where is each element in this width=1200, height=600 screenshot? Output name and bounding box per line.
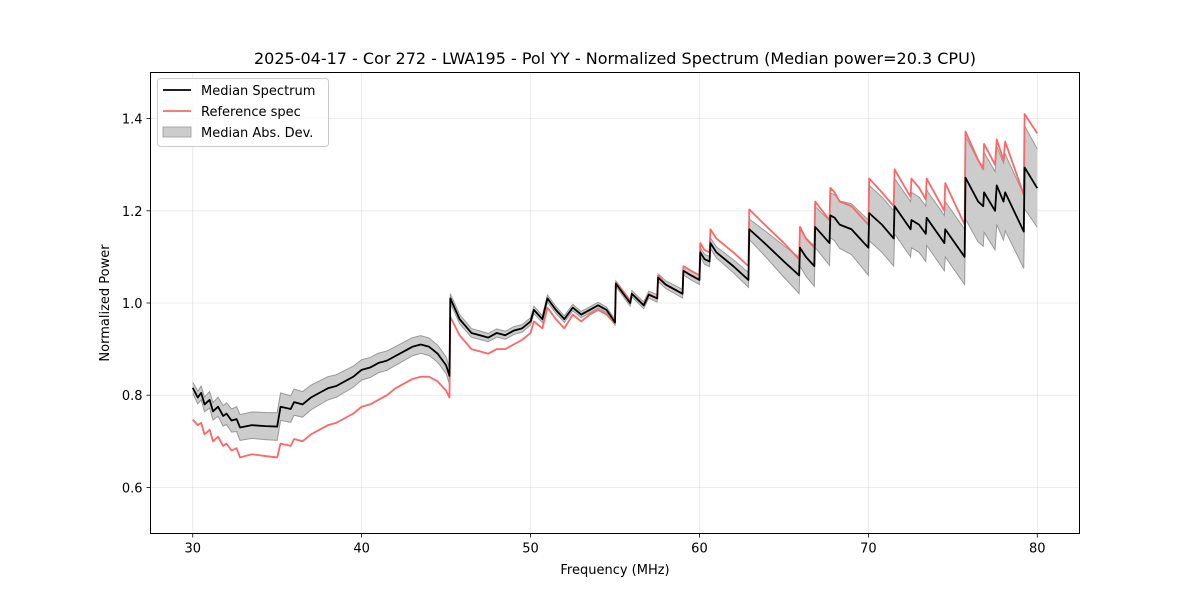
legend-label-median: Median Spectrum [201, 84, 315, 99]
legend-swatch-mad [162, 126, 192, 138]
legend-label-mad: Median Abs. Dev. [201, 126, 313, 141]
x-tick-label: 30 [184, 542, 201, 557]
legend-box [157, 78, 329, 147]
y-tick-label: 0.8 [122, 389, 143, 404]
y-tick-label: 1.4 [122, 113, 143, 128]
x-tick-label: 80 [1029, 542, 1046, 557]
y-axis: 0.6 0.8 1.0 1.2 1.4 [122, 113, 151, 496]
plot-area [191, 113, 1039, 459]
y-tick-label: 1.0 [122, 297, 143, 312]
legend-label-reference: Reference spec [201, 105, 301, 120]
x-axis-label: Frequency (MHz) [560, 563, 669, 578]
median-spectrum-line [191, 166, 1039, 429]
x-tick-label: 40 [353, 542, 370, 557]
chart-title: 2025-04-17 - Cor 272 - LWA195 - Pol YY -… [254, 49, 976, 68]
legend: Median Spectrum Reference spec Median Ab… [157, 78, 329, 147]
x-tick-label: 60 [691, 542, 708, 557]
y-axis-label: Normalized Power [98, 244, 113, 362]
y-tick-label: 0.6 [122, 481, 143, 496]
x-tick-label: 70 [860, 542, 877, 557]
x-axis: 30 40 50 60 70 80 [184, 533, 1046, 557]
x-tick-label: 50 [522, 542, 539, 557]
y-tick-label: 1.2 [122, 205, 143, 220]
